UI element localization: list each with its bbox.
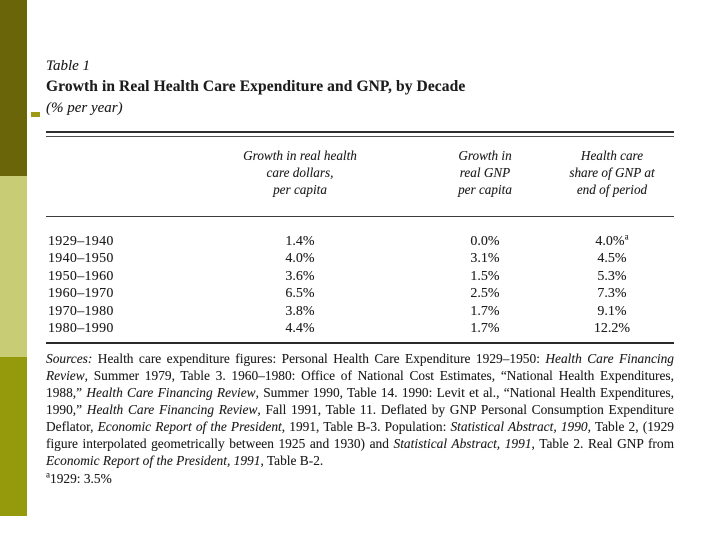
sources-segment: , Table 2, (1929 figure interpolated geo… [46,419,674,451]
double-rule [46,131,674,137]
health-growth-cell: 4.0% [285,251,315,267]
health-growth-cell: 1.4% [285,234,315,249]
accent-bar-segment-top [0,0,27,176]
period-cell: 1940–1950 [48,251,114,267]
gnp-growth-cell: 1.5% [470,268,500,284]
health-growth-cell: 6.5% [285,286,315,302]
health-growth-cell: 4.4% [285,321,315,337]
sources-segment: , 1991, Table B-3. Population: [281,419,451,435]
gnp-share-cell: 4.0%a [595,231,629,249]
gnp-growth-cell: 3.1% [470,251,500,267]
gnp-growth-cell: 1.7% [470,321,500,337]
period-cell: 1929–1940 [48,234,114,249]
sources-segment: Health care expenditure figures: Persona… [92,351,546,367]
health-growth-cell: 3.8% [285,303,315,319]
sources-segment: Statistical Abstract, 1990 [450,419,588,435]
gnp-share-cell: 12.2% [593,321,631,337]
column-header: Health care share of GNP at end of period [569,148,655,197]
gnp-share-cell: 5.3% [597,268,627,284]
header-spacer [46,147,180,198]
gnp-share-cell: 4.5% [597,251,627,267]
sources-segment: Health Care Financing Review [46,351,675,384]
accent-bar-segment-blank [0,516,27,540]
gnp-share-cell: 7.3% [597,286,627,302]
footnote: a1929: 3.5% [46,470,674,487]
sources-segment: Health Care Financing Review [86,385,256,401]
table-row: 1950–1960 3.6% 1.5% 5.3% [46,268,674,285]
accent-bar-segment-middle [0,176,27,357]
period-cell: 1950–1960 [48,268,114,284]
table-scan: Table 1 Growth in Real Health Care Expen… [46,57,674,487]
table-number: Table 1 [46,58,91,74]
table-body: 1929–1940 1.4% 0.0% 4.0%a 1940–1950 4.0% 3.1% 4… [46,217,674,337]
column-header: Growth in real health care dollars, per ca… [243,148,357,197]
footnote-text: 1929: 3.5% [50,470,112,486]
sources-paragraph: Sources: Health care expenditure figures… [46,351,674,469]
sources-segment: , Table 2. Real GNP from [531,435,674,451]
gnp-growth-cell: 0.0% [470,234,500,249]
table-title: Growth in Real Health Care Expenditure a… [46,78,466,95]
bullet-marker [31,112,40,117]
gnp-share-cell: 9.1% [597,303,627,319]
table-row: 1970–1980 3.8% 1.7% 9.1% [46,303,674,320]
sources-segment: , Table B-2. [260,452,324,468]
health-growth-cell: 3.6% [285,268,315,284]
sources-segment: Statistical Abstract, 1991 [393,435,532,451]
header-rule [46,216,674,217]
footnote-marker: a [46,469,50,480]
accent-bar [0,0,27,540]
sources-segment: , Summer 1990, Table 14. 1990: Levit et … [46,385,674,418]
gnp-growth-cell: 1.7% [470,303,500,319]
sources-segment: Economic Report of the President, 1991 [46,452,261,468]
table-row: 1980–1990 4.4% 1.7% 12.2% [46,320,674,337]
sources-segment: Sources: [46,351,93,367]
accent-bar-segment-bottom [0,357,27,516]
period-cell: 1960–1970 [48,286,114,302]
table-row: 1960–1970 6.5% 2.5% 7.3% [46,285,674,302]
period-cell: 1980–1990 [48,321,114,337]
table-subtitle: (% per year) [46,100,123,116]
period-cell: 1970–1980 [48,303,114,319]
table-row: 1940–1950 4.0% 3.1% 4.5% [46,250,674,267]
bottom-rule [46,342,674,345]
table-header-row: Growth in real health care dollars, per ca… [46,147,674,198]
sources-segment: Health Care Financing Review [86,402,258,418]
sources-segment: Economic Report of the President [97,419,282,435]
sources-segment: , Summer 1979, Table 3. 1960–1980: Offic… [46,368,674,401]
column-header: Growth in real GNP per capita [458,148,512,197]
table-row: 1929–1940 1.4% 0.0% 4.0%a [46,231,674,250]
sources-segment: , Fall 1991, Table 11. Deflated by GNP P… [46,402,674,435]
gnp-growth-cell: 2.5% [470,286,500,302]
